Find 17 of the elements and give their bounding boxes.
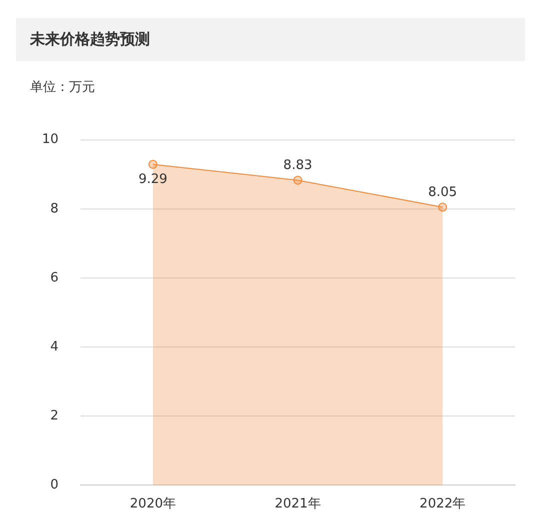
x-tick-label: 2022年 — [420, 496, 466, 512]
x-tick-label: 2021年 — [274, 496, 321, 512]
data-label: 8.05 — [428, 185, 458, 200]
x-tick-label: 2020年 — [130, 496, 176, 512]
data-label: 8.83 — [283, 158, 312, 174]
y-axis-title: 单位：万元 — [30, 79, 95, 96]
data-label: 9.29 — [138, 172, 168, 188]
point — [438, 202, 448, 212]
y-tick-label: 6 — [50, 270, 59, 286]
y-tick-label: 4 — [50, 339, 59, 354]
y-tick-label: 0 — [50, 478, 59, 493]
point — [293, 176, 302, 185]
y-tick-label: 10 — [42, 132, 59, 148]
y-tick-label: 8 — [50, 201, 59, 216]
point — [148, 160, 158, 169]
y-tick-label: 2 — [50, 408, 59, 424]
chart-title: 未来价格趋势预测 — [16, 18, 525, 61]
